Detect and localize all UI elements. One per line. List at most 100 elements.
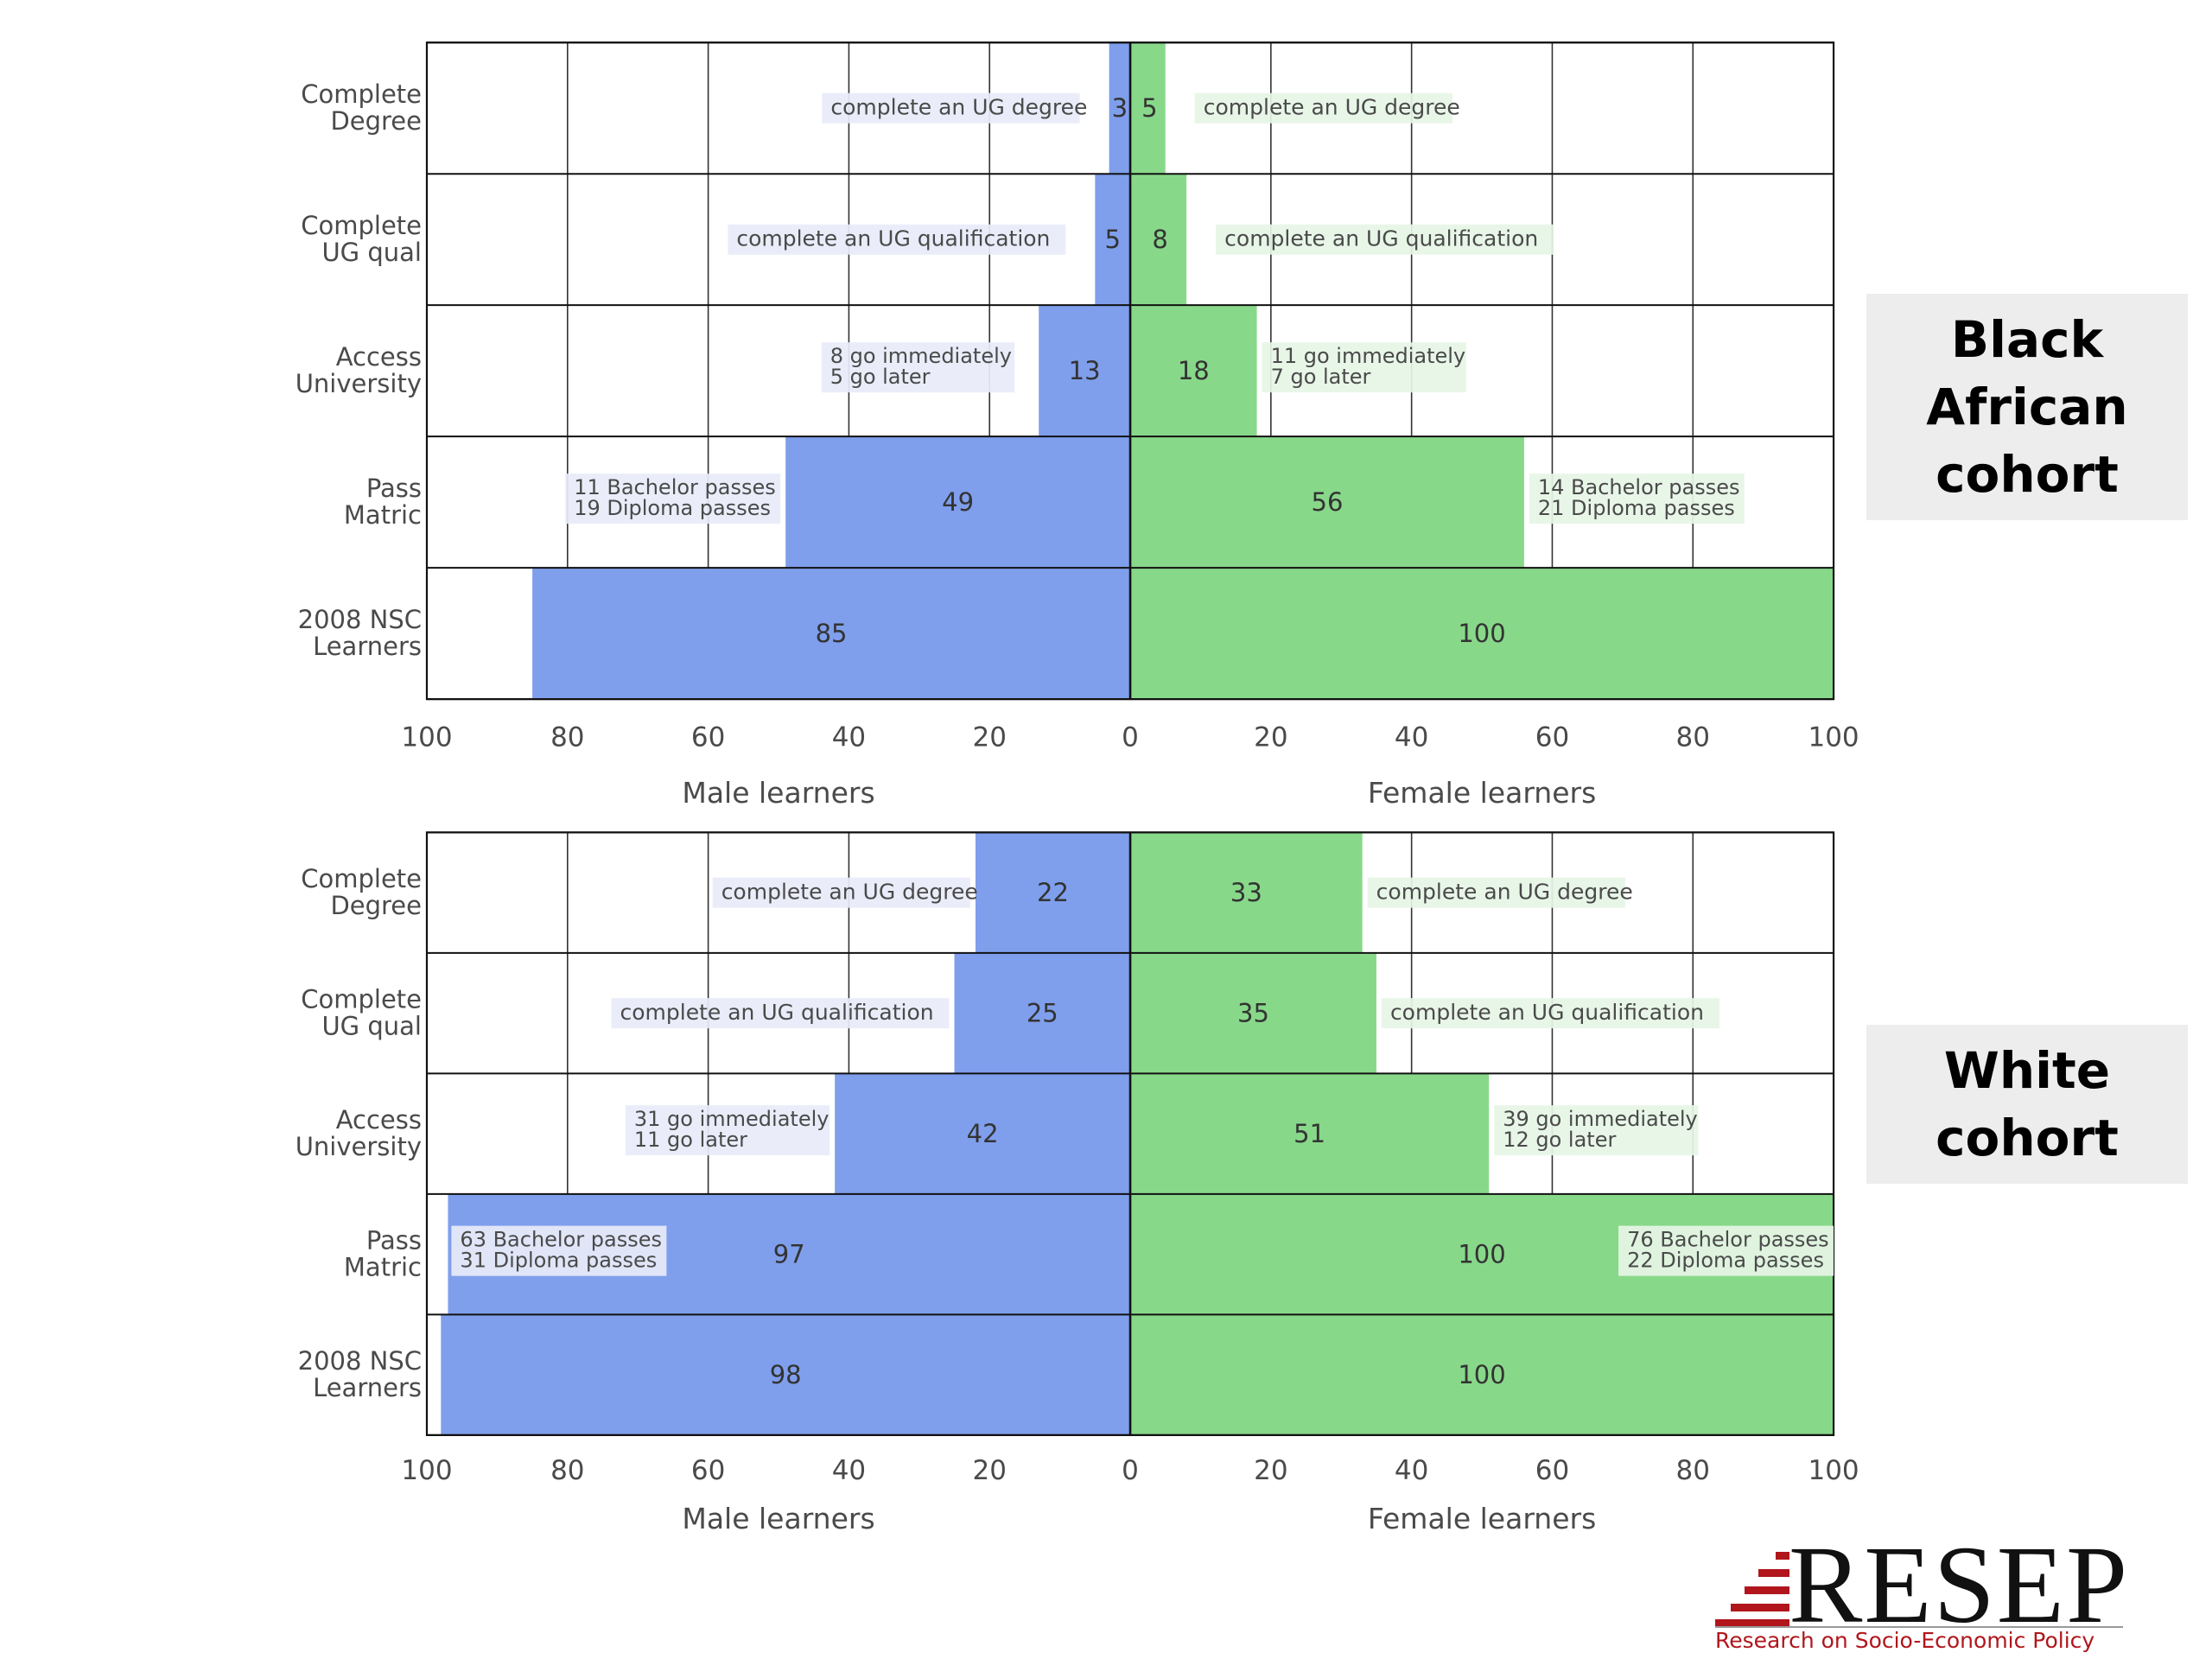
- bar-male: [1109, 42, 1131, 175]
- annotation-text: complete an UG qualification: [1224, 226, 1538, 251]
- annotation-text: 63 Bachelor passes: [460, 1228, 662, 1252]
- annotation-bg: [728, 224, 1066, 255]
- data-label-female: 100: [1458, 619, 1505, 648]
- category-label-line: Matric: [344, 500, 422, 530]
- annotation-text: 11 go immediately: [1271, 344, 1466, 368]
- bar-male: [975, 832, 1131, 953]
- category-label-line: University: [296, 1132, 422, 1161]
- cohort-label: Black African cohort: [1926, 310, 2128, 504]
- category-label-line: UG qual: [321, 1012, 422, 1041]
- bar-female: [1130, 42, 1166, 175]
- bar-female: [1130, 1314, 1834, 1435]
- x-tick-label: 40: [1395, 721, 1428, 753]
- bar-female: [1130, 174, 1187, 306]
- category-label-line: Complete: [301, 79, 422, 109]
- category-label-line: University: [296, 369, 422, 398]
- annotation-text: 14 Bachelor passes: [1538, 475, 1740, 499]
- logo-stripe: [1758, 1569, 1789, 1577]
- data-label-male: 25: [1027, 999, 1058, 1028]
- x-tick-label: 0: [1122, 1455, 1139, 1486]
- annotation-male: complete an UG degree: [712, 877, 978, 908]
- annotation-bg: [1262, 342, 1466, 393]
- x-tick-label: 80: [1676, 721, 1710, 753]
- resep-logo: RESEP Research on Socio-Economic Policy: [1715, 1529, 2130, 1657]
- annotation-bg: [565, 474, 781, 524]
- annotation-text: 8 go immediately: [830, 344, 1012, 368]
- x-tick-label: 100: [401, 721, 452, 753]
- category-label-line: Degree: [330, 891, 422, 920]
- x-axis-label-male: Male learners: [682, 776, 874, 810]
- data-label-male: 3: [1112, 93, 1128, 123]
- annotation-female: complete an UG qualification: [1216, 224, 1554, 255]
- x-tick-label: 60: [1535, 1455, 1569, 1486]
- annotation-male: complete an UG degree: [822, 92, 1087, 124]
- data-label-male: 97: [773, 1240, 805, 1269]
- bar-male: [1039, 305, 1131, 437]
- logo-stripe: [1745, 1586, 1789, 1594]
- bar-female: [1130, 436, 1524, 569]
- annotation-bg: [1494, 1105, 1699, 1156]
- annotation-bg: [1381, 998, 1719, 1029]
- category-label-line: 2008 NSC: [298, 605, 422, 634]
- x-tick-label: 0: [1122, 721, 1139, 753]
- data-label-female: 5: [1141, 93, 1157, 123]
- logo-wordmark: RESEP: [1789, 1523, 2130, 1646]
- data-label-female: 35: [1237, 999, 1269, 1028]
- bar-male: [954, 952, 1131, 1074]
- x-tick-label: 60: [691, 1455, 725, 1486]
- x-tick-label: 80: [1676, 1455, 1710, 1486]
- bar-male: [532, 568, 1131, 700]
- category-label-line: Complete: [301, 864, 422, 893]
- data-label-male: 42: [967, 1119, 999, 1148]
- bar-female: [1130, 832, 1363, 953]
- data-label-female: 18: [1178, 356, 1210, 385]
- annotation-text: 19 Diploma passes: [574, 496, 771, 520]
- x-axis-label-female: Female learners: [1368, 1502, 1596, 1535]
- category-label-line: Learners: [313, 632, 422, 661]
- category-label-line: Access: [336, 342, 422, 372]
- bar-female: [1130, 305, 1257, 437]
- data-label-male: 13: [1069, 356, 1101, 385]
- annotation-text: 31 go immediately: [634, 1107, 830, 1131]
- annotation-male: complete an UG qualification: [728, 224, 1066, 255]
- annotation-bg: [451, 1225, 667, 1276]
- annotation-bg: [1618, 1225, 1834, 1276]
- annotation-text: 7 go later: [1271, 365, 1371, 389]
- logo-stripe: [1776, 1552, 1789, 1560]
- category-label-line: Complete: [301, 211, 422, 240]
- category-label-line: Pass: [366, 1226, 422, 1255]
- bar-female: [1130, 1073, 1490, 1194]
- annotation-text: complete an UG qualification: [736, 226, 1050, 251]
- annotation-male: complete an UG qualification: [611, 998, 950, 1029]
- data-label-female: 51: [1294, 1119, 1325, 1148]
- data-label-male: 22: [1037, 878, 1069, 907]
- annotation-text: 31 Diploma passes: [460, 1249, 657, 1273]
- bar-male: [785, 436, 1131, 569]
- annotation-bg: [1529, 474, 1745, 524]
- logo-stripe: [1715, 1619, 1789, 1627]
- x-tick-label: 20: [973, 1455, 1007, 1486]
- category-label-line: Complete: [301, 985, 422, 1014]
- x-tick-label: 40: [832, 1455, 866, 1486]
- annotation-female: complete an UG degree: [1367, 877, 1633, 908]
- category-label-line: Learners: [313, 1373, 422, 1402]
- annotation-text: complete an UG degree: [830, 95, 1087, 120]
- data-label-female: 33: [1230, 878, 1262, 907]
- category-label-line: Pass: [366, 474, 422, 503]
- annotation-text: 76 Bachelor passes: [1627, 1228, 1829, 1252]
- x-axis-label-male: Male learners: [682, 1502, 874, 1535]
- bar-female: [1130, 952, 1376, 1074]
- x-tick-label: 80: [550, 721, 584, 753]
- x-tick-label: 60: [691, 721, 725, 753]
